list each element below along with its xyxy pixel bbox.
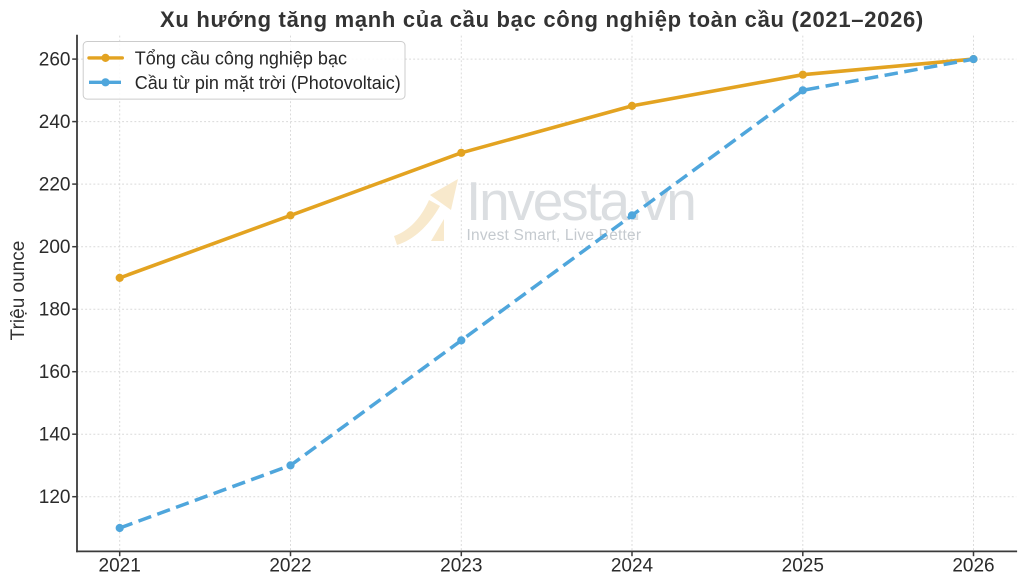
svg-text:160: 160 (39, 362, 71, 383)
svg-text:Tổng cầu công nghiệp bạc: Tổng cầu công nghiệp bạc (135, 48, 347, 68)
svg-text:120: 120 (39, 487, 71, 508)
svg-text:220: 220 (39, 175, 71, 196)
svg-text:2026: 2026 (952, 556, 994, 576)
svg-text:2023: 2023 (440, 556, 482, 576)
svg-text:Xu hướng tăng mạnh của cầu bạc: Xu hướng tăng mạnh của cầu bạc công nghi… (160, 7, 924, 32)
svg-text:2021: 2021 (99, 556, 141, 576)
svg-text:Investa.vn: Investa.vn (466, 170, 695, 232)
svg-text:240: 240 (39, 112, 71, 133)
svg-text:2025: 2025 (782, 556, 824, 576)
svg-text:140: 140 (39, 425, 71, 446)
svg-text:260: 260 (39, 50, 71, 71)
svg-text:Triệu ounce: Triệu ounce (8, 241, 29, 341)
svg-text:180: 180 (39, 300, 71, 321)
svg-text:Cầu từ pin mặt trời (Photovolt: Cầu từ pin mặt trời (Photovoltaic) (135, 73, 401, 93)
svg-text:200: 200 (39, 237, 71, 258)
svg-text:2024: 2024 (611, 556, 654, 576)
svg-text:2022: 2022 (269, 556, 311, 576)
